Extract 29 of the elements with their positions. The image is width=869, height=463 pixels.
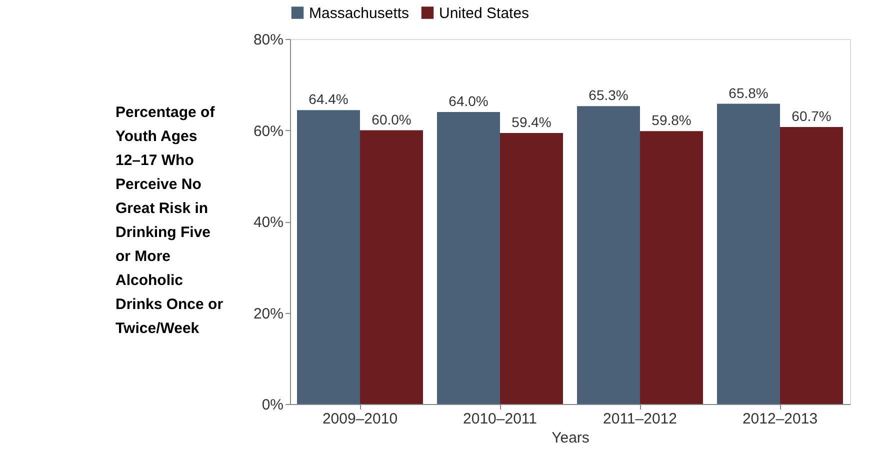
bar [577, 106, 640, 404]
data-label: 64.4% [308, 91, 348, 108]
y-tick-label: 80% [253, 32, 284, 48]
data-label: 65.8% [728, 84, 768, 101]
text: Percentage of Youth Ages 12–17 Who Perceive No Great Risk in Drinking Five or More Alcoholic Drinks Once or Twice/Week [116, 104, 224, 337]
bar [360, 130, 423, 404]
data-label: 60.0% [372, 111, 412, 128]
data-label: 60.7% [792, 108, 832, 124]
data-label: 65.3% [588, 87, 628, 104]
x-axis-title: Years [552, 430, 590, 446]
data-label: 59.8% [652, 112, 692, 128]
bar [297, 110, 360, 404]
x-tick-label: 2009–2010 [322, 410, 398, 428]
y-tick-label: 20% [253, 305, 284, 322]
legend-label: Massachusetts [309, 4, 410, 22]
y-tick-label: 40% [253, 214, 284, 231]
x-tick-label: 2010–2011 [463, 410, 537, 428]
data-label: 64.0% [448, 93, 488, 109]
bar [500, 132, 563, 404]
bar [780, 127, 843, 404]
y-tick-label: 60% [253, 122, 284, 140]
legend-label: United States [439, 4, 530, 22]
y-tick-label: 0% [262, 396, 284, 414]
bar [717, 104, 780, 404]
x-tick-label: 2012–2013 [742, 410, 818, 428]
data-label: 59.4% [512, 114, 552, 130]
bar [437, 112, 500, 404]
x-tick-label: 2011–2012 [603, 410, 677, 428]
bar [640, 131, 703, 404]
